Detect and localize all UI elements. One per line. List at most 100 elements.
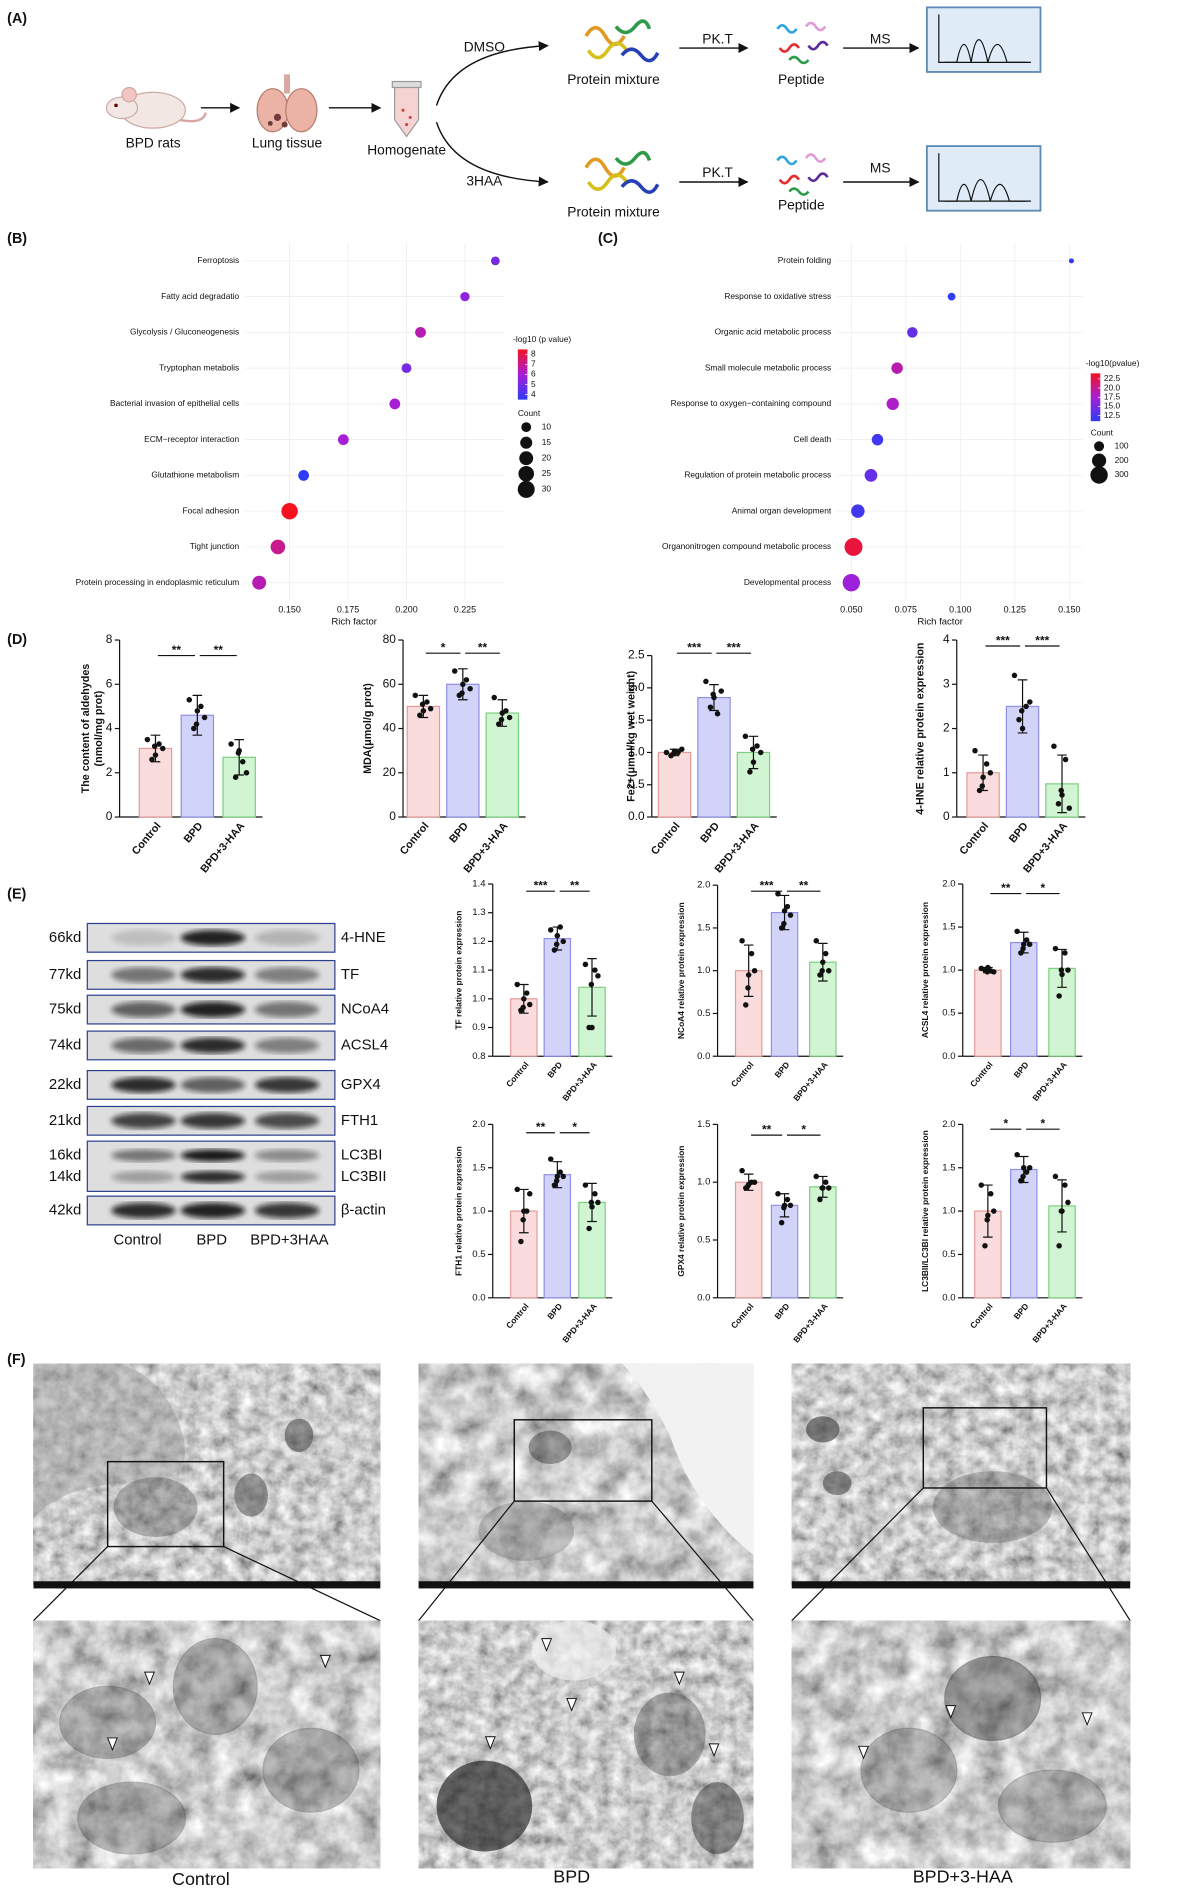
tem-images [113, 1477, 198, 1537]
tem-images [33, 1620, 381, 1869]
dot [415, 326, 426, 338]
blot-band [111, 1113, 176, 1129]
bar [736, 751, 771, 818]
y-tick-label: 1.0 [628, 745, 645, 759]
size-key-label: 25 [542, 468, 552, 478]
x-tick-label: Control [968, 1301, 995, 1330]
data-point [983, 761, 990, 767]
data-point [1051, 743, 1057, 749]
x-tick-label: BPD [447, 820, 471, 845]
significance-label: ** [536, 1120, 546, 1134]
protein-icon [620, 47, 660, 63]
category-label: Fatty acid degradatio [161, 291, 239, 301]
tem-images [791, 1581, 1131, 1589]
data-point [745, 1182, 751, 1189]
data-point [521, 996, 527, 1002]
size-key [518, 466, 534, 482]
y-tick-label: 6 [106, 676, 113, 690]
blot-band [254, 1202, 320, 1219]
y-tick-label: 20 [383, 765, 397, 779]
data-point [1059, 792, 1065, 798]
marker-label: 66kd [49, 929, 81, 946]
y-axis-label: NCoA4 relative protein expression [676, 902, 686, 1039]
x-tick-label: Control [957, 820, 991, 857]
tem-images [484, 1736, 496, 1750]
data-point [1065, 967, 1071, 973]
tem-images [284, 1418, 314, 1453]
data-point [1026, 941, 1033, 948]
tem-images [860, 1727, 958, 1813]
significance-label: *** [1035, 633, 1049, 647]
x-axis-label: Rich factor [917, 617, 963, 628]
data-point [1065, 1199, 1071, 1206]
ms-box [944, 39, 1027, 63]
y-tick-label: 3 [943, 676, 950, 690]
y-tick-label: 2.5 [628, 648, 645, 662]
x-tick-label: BPD [698, 820, 722, 845]
data-point [822, 950, 829, 957]
peptide-icon [788, 55, 810, 65]
tem-images [418, 1500, 515, 1622]
y-axis-label: The content of aldehydes [80, 664, 92, 794]
size-key-label: 20 [542, 452, 552, 462]
significance-label: * [572, 1120, 577, 1134]
significance-label: * [1003, 1117, 1008, 1131]
color-tick-label: 8 [531, 349, 536, 359]
y-tick-label: 1.0 [472, 1206, 485, 1217]
data-point [739, 938, 745, 944]
bar [485, 712, 520, 818]
bar [543, 1174, 572, 1299]
size-key [517, 480, 535, 498]
data-point [496, 721, 502, 727]
protein-label: FTH1 [341, 1112, 378, 1129]
data-point [1056, 1243, 1062, 1249]
y-tick-label: 1.5 [472, 1162, 485, 1173]
y-tick-label: 2.0 [697, 880, 710, 891]
blot-strip [86, 1140, 336, 1192]
data-point [201, 714, 208, 721]
blot-band [254, 1037, 320, 1054]
data-point [191, 725, 197, 732]
dot [864, 469, 878, 482]
error-bar [587, 958, 597, 1017]
y-tick-label: 0.8 [472, 1051, 485, 1062]
category-label: Ferroptosis [197, 255, 239, 265]
dot [490, 256, 500, 266]
category-label: Organonitrogen compound metabolic proces… [662, 541, 831, 551]
x-tick-label: Control [729, 1301, 756, 1330]
blot-band [180, 930, 246, 946]
category-label: Regulation of protein metabolic process [684, 470, 831, 480]
data-point [547, 927, 554, 933]
peptide-icon [776, 21, 829, 196]
size-key [1090, 466, 1108, 484]
x-tick-label: 0.225 [454, 604, 476, 614]
peptide-icon [807, 40, 829, 51]
bar [1009, 1168, 1038, 1299]
rat-icon [105, 86, 207, 129]
tem-images [262, 1727, 360, 1813]
y-axis-label: TF relative protein expression [453, 911, 463, 1030]
data-point [1020, 1173, 1026, 1180]
tem-images [651, 1500, 754, 1622]
y-tick-label: 1.0 [942, 965, 955, 976]
data-point [523, 990, 530, 996]
tem-images [998, 1769, 1107, 1843]
protein-label: ACSL4 [341, 1036, 388, 1053]
y-tick-label: 0.5 [697, 1008, 710, 1019]
dot [298, 470, 310, 481]
blot-band [180, 1001, 246, 1018]
panel-label: (C) [598, 231, 618, 247]
y-tick-label: 2.0 [472, 1119, 485, 1130]
data-point [984, 1217, 990, 1223]
data-point [186, 697, 193, 703]
data-point [557, 924, 563, 930]
color-bar [517, 349, 528, 400]
size-key [519, 451, 534, 466]
dot [281, 502, 298, 520]
y-tick-label: 0.5 [942, 1008, 955, 1019]
x-tick-label: BPD+3-HAA [791, 1301, 830, 1344]
data-point [982, 1243, 988, 1249]
dot [460, 291, 470, 302]
bar [770, 911, 799, 1057]
data-point [747, 769, 753, 775]
